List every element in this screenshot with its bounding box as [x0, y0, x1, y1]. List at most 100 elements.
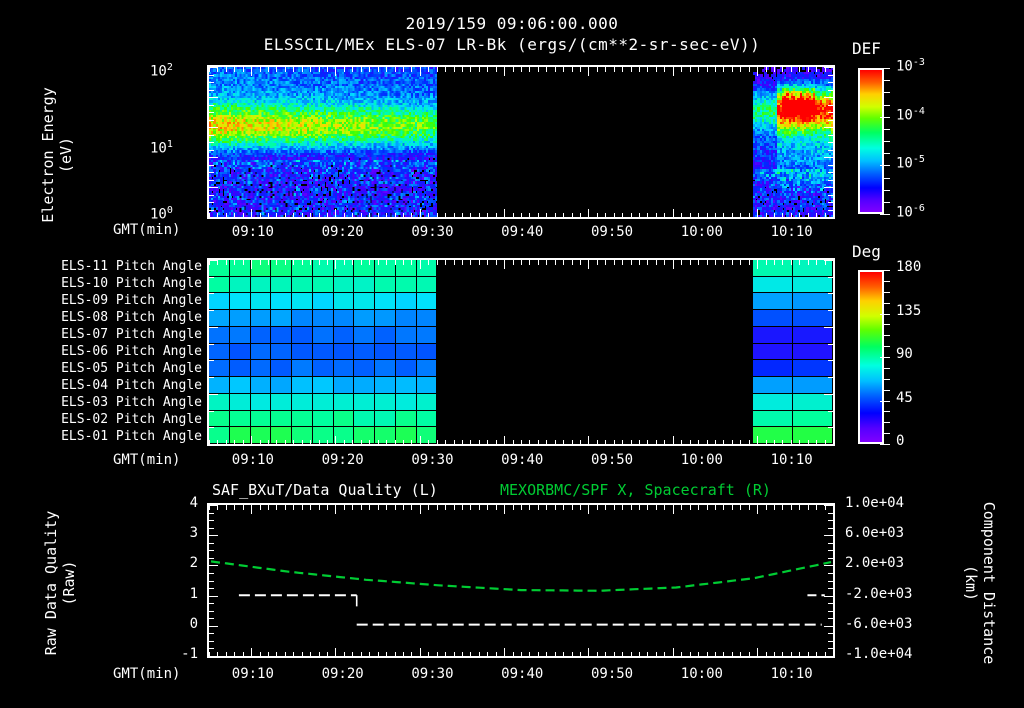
x-tick: [436, 213, 438, 218]
pitch-angle-data-interval-1: [209, 260, 438, 444]
x-tick: [782, 652, 784, 657]
x-tick: [369, 652, 371, 657]
pitch-angle-row-label-5: ELS-05 Pitch Angle: [61, 361, 202, 377]
colorbar2-label: 0: [896, 433, 905, 449]
electron-energy-spectrogram[interactable]: [207, 65, 835, 219]
colorbar1-label: 10-4: [896, 105, 925, 124]
x-tick: [445, 440, 447, 445]
x-tick: [816, 67, 818, 72]
pitch-angle-cell: [793, 276, 833, 294]
x-tick: [630, 213, 632, 218]
pitch-angle-cell: [753, 310, 794, 327]
x-tick: [816, 213, 818, 218]
x-tick: [698, 67, 700, 72]
y-tick: [824, 535, 833, 537]
x-tick: [327, 652, 329, 657]
pitch-angle-cell: [250, 326, 272, 344]
pitch-angle-cell: [354, 310, 376, 327]
pitch-angle-cell: [292, 343, 313, 361]
pitch-angle-cell: [395, 393, 417, 411]
x-tick: [765, 505, 767, 510]
x-tick: [537, 260, 539, 265]
y-tick: [209, 572, 214, 574]
y-tick: [209, 427, 214, 429]
time-label-0910: 09:10: [231, 666, 274, 682]
x-tick: [394, 505, 396, 510]
x-tick: [706, 67, 708, 72]
pitch-angle-cell: [793, 326, 833, 344]
x-tick: [411, 213, 413, 218]
x-tick: [293, 440, 295, 445]
x-tick: [310, 505, 312, 510]
colorbar1-tick: [884, 128, 890, 130]
y-tick: [209, 360, 214, 362]
y-tick: [209, 194, 214, 196]
y-tick: [824, 595, 833, 597]
x-tick: [268, 440, 270, 445]
x-tick: [529, 505, 531, 510]
time-label-0920: 09:20: [321, 224, 364, 240]
x-tick: [647, 505, 649, 510]
x-tick: [723, 260, 725, 265]
colorbar-deg[interactable]: [858, 270, 884, 444]
x-tick: [740, 505, 742, 510]
x-tick: [554, 213, 556, 218]
x-tick: [343, 505, 345, 510]
time-label-0920: 09:20: [321, 666, 364, 682]
x-tick: [706, 440, 708, 445]
pitch-angle-cell: [312, 410, 334, 428]
pitch-angle-cell: [354, 360, 376, 378]
pitch-angle-cell: [793, 410, 833, 428]
x-tick: [209, 260, 210, 265]
y-tick: [209, 625, 218, 627]
y-tick: [209, 550, 214, 552]
pitch-angle-cell: [395, 343, 417, 361]
colorbar-def[interactable]: [858, 68, 884, 214]
x-tick: [580, 67, 582, 72]
x-tick: [571, 260, 573, 265]
x-tick: [537, 67, 539, 72]
time-label-1010: 10:10: [770, 452, 813, 468]
panel3-left-axis-label: Raw Data Quality (Raw): [42, 510, 78, 656]
y-tick: [209, 217, 218, 218]
x-tick: [655, 440, 657, 445]
x-tick: [731, 67, 733, 72]
pitch-angle-row: [209, 377, 438, 394]
x-tick: [242, 67, 244, 72]
y-tick: [209, 535, 218, 537]
x-tick: [284, 440, 286, 445]
pitch-angle-cell: [395, 276, 417, 294]
x-tick: [301, 67, 303, 72]
x-tick: [714, 505, 716, 510]
x-tick: [369, 67, 371, 72]
pitch-angle-cell: [271, 310, 293, 327]
colorbar1-label: 10-3: [896, 57, 925, 75]
x-tick: [327, 260, 329, 265]
x-tick: [748, 260, 750, 265]
x-tick: [436, 505, 438, 510]
pitch-angle-row: [209, 410, 438, 428]
x-tick: [698, 652, 700, 657]
pitch-angle-cell: [416, 260, 438, 277]
x-tick: [571, 67, 573, 72]
y-tick: [209, 512, 214, 514]
x-tick: [259, 505, 261, 510]
x-tick: [816, 652, 818, 657]
x-tick: [521, 505, 522, 510]
x-tick: [757, 648, 759, 657]
x-tick: [723, 67, 725, 72]
x-tick: [639, 260, 641, 265]
x-tick: [672, 648, 674, 657]
pitch-angle-cell: [229, 360, 251, 378]
time-label-0940: 09:40: [501, 666, 544, 682]
x-tick: [352, 213, 354, 218]
panel3-legend-right: MEXORBMC/SPF X, Spacecraft (R): [500, 481, 771, 499]
x-tick: [748, 440, 750, 445]
pitch-angle-panel[interactable]: [207, 258, 835, 446]
x-tick: [605, 652, 607, 657]
pitch-angle-row: [209, 360, 438, 378]
y-tick: [209, 595, 218, 597]
x-tick: [664, 440, 666, 445]
x-tick: [428, 505, 430, 510]
data-quality-distance-panel[interactable]: [207, 503, 835, 658]
